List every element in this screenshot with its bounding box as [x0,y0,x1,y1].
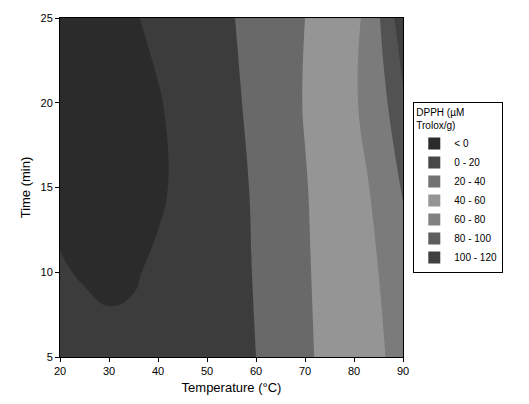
svg-text:10: 10 [41,266,53,278]
svg-text:70: 70 [299,365,311,377]
svg-text:DPPH (µMTrolox/g): DPPH (µMTrolox/g) [416,107,464,131]
svg-text:20: 20 [41,97,53,109]
svg-text:80: 80 [348,365,360,377]
svg-text:Time (min): Time (min) [18,157,33,219]
svg-text:0 - 20: 0 - 20 [454,157,480,168]
svg-text:90: 90 [397,365,409,377]
svg-text:Temperature (°C): Temperature (°C) [182,380,282,395]
svg-text:60 - 80: 60 - 80 [454,214,486,225]
svg-text:50: 50 [201,365,213,377]
svg-text:60: 60 [250,365,262,377]
svg-text:20 - 40: 20 - 40 [454,176,486,187]
svg-text:25: 25 [41,12,53,24]
svg-text:< 0: < 0 [454,138,469,149]
svg-text:5: 5 [47,351,53,363]
svg-text:15: 15 [41,181,53,193]
svg-text:40: 40 [152,365,164,377]
svg-text:30: 30 [103,365,115,377]
svg-text:80 - 100: 80 - 100 [454,233,491,244]
svg-text:40 - 60: 40 - 60 [454,195,486,206]
svg-text:20: 20 [54,365,66,377]
svg-text:100 - 120: 100 - 120 [454,252,497,263]
